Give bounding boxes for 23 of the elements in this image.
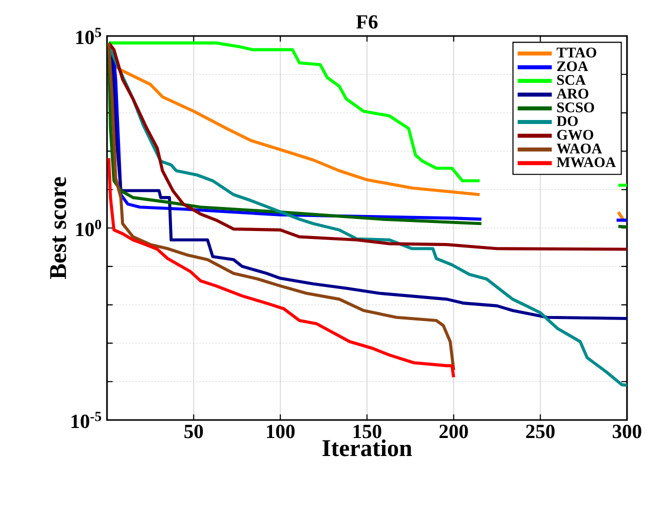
chart-title: F6 xyxy=(356,15,378,29)
legend-label: GWO xyxy=(557,130,594,140)
x-tick-label: 150 xyxy=(354,424,382,438)
legend-label: DO xyxy=(556,116,578,126)
line-series xyxy=(107,41,456,372)
x-axis-title: Iteration xyxy=(322,439,412,456)
y-axis-title: Best score xyxy=(50,177,66,280)
legend-label: ARO xyxy=(556,88,588,99)
legend-label: SCSO xyxy=(557,102,594,112)
x-tick-label: 200 xyxy=(440,424,468,438)
legend-label: ZOA xyxy=(557,61,588,72)
y-tick-label: 10$^{0}$ xyxy=(76,220,102,236)
legend-label: SCA xyxy=(557,75,586,85)
y-tick-label: 10$^{5}$ xyxy=(76,28,102,44)
x-tick-label: 100 xyxy=(266,424,295,438)
legend-label: TTAO xyxy=(556,48,596,58)
x-tick-label: 250 xyxy=(526,424,555,438)
line-series xyxy=(107,156,456,379)
x-tick-label: 50 xyxy=(184,424,203,438)
y-tick-label: 10$^{-5}$ xyxy=(72,412,102,428)
legend-label: MWAOA xyxy=(556,157,616,168)
x-tick-label: 300 xyxy=(612,424,642,438)
legend-label: WAOA xyxy=(556,144,602,154)
